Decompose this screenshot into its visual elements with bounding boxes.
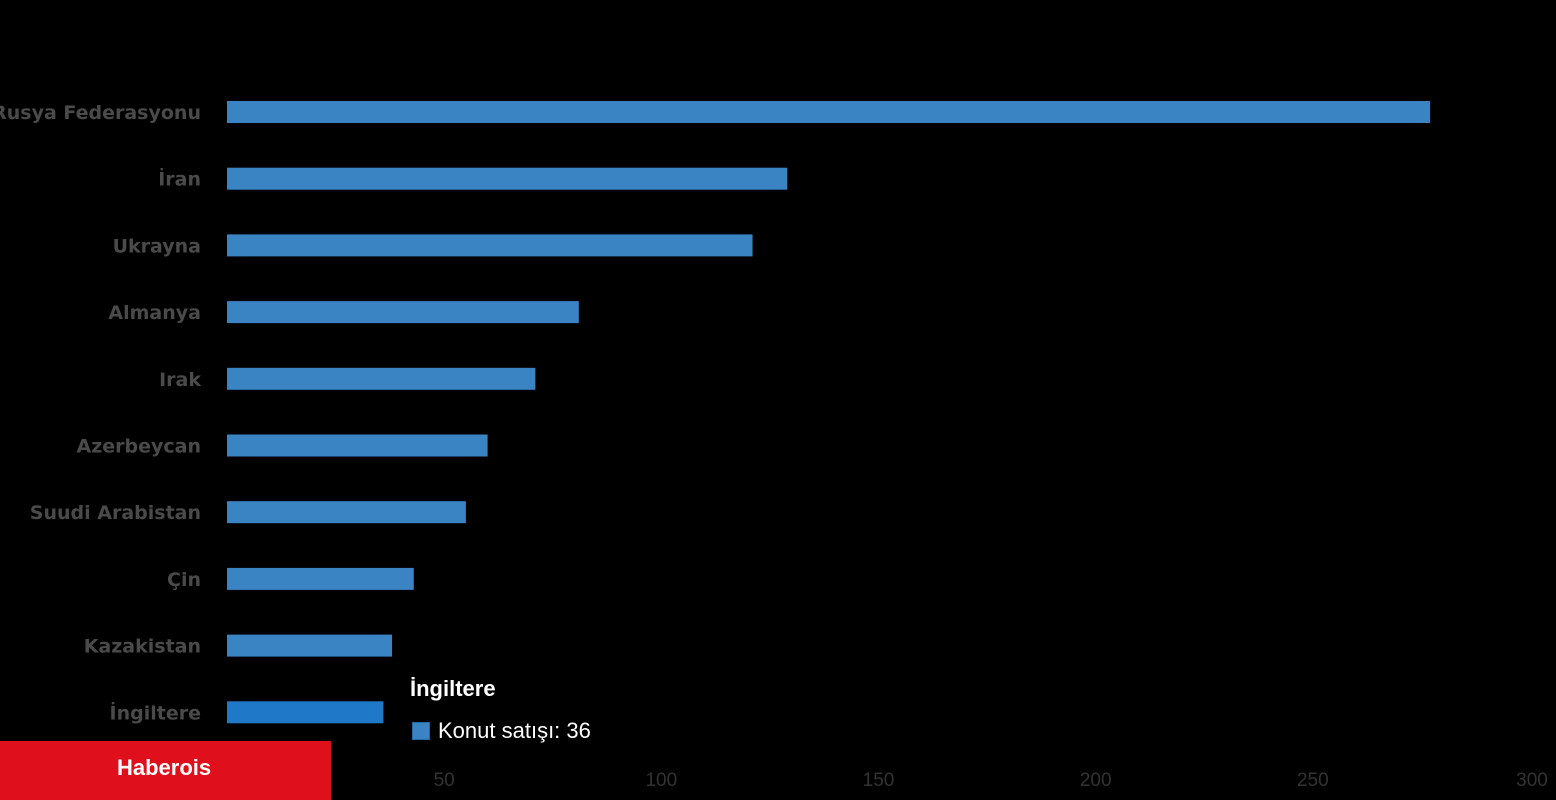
category-label: Kazakistan — [84, 636, 201, 658]
x-tick-label: 250 — [1297, 770, 1329, 791]
bar[interactable] — [227, 167, 788, 190]
bar[interactable] — [227, 367, 536, 390]
bar-tooltip: İngiltere Konut satışı: 36 — [405, 672, 635, 752]
category-label: İran — [158, 167, 201, 191]
bar[interactable] — [227, 434, 488, 457]
watermark-banner: Haberois — [0, 741, 331, 800]
tooltip-value: 36 — [566, 718, 591, 743]
x-tick-label: 150 — [863, 770, 895, 791]
bar[interactable] — [227, 567, 414, 590]
category-label: Almanya — [108, 302, 201, 324]
category-label: Azerbeycan — [76, 436, 201, 458]
bar[interactable] — [227, 501, 466, 524]
tooltip-series-label: Konut satışı: — [438, 718, 567, 743]
category-label: İngiltere — [110, 700, 201, 724]
bar[interactable] — [227, 234, 753, 257]
category-label: Ukrayna — [113, 235, 201, 257]
category-label: Çin — [167, 569, 201, 591]
category-labels: Rusya Federasyonu İran Ukrayna Almanya Irak A… — [0, 102, 201, 724]
tooltip-series-swatch — [412, 722, 430, 740]
x-tick-label: 300 — [1516, 770, 1548, 791]
bar[interactable] — [227, 301, 579, 324]
bars-group — [227, 101, 1431, 724]
x-tick-label: 200 — [1080, 770, 1112, 791]
bar[interactable] — [227, 634, 393, 657]
category-label: Suudi Arabistan — [30, 502, 201, 524]
tooltip-series-line: Konut satışı: 36 — [438, 718, 591, 744]
bar[interactable] — [227, 101, 1431, 123]
category-label: Irak — [159, 369, 201, 391]
x-tick-label: 100 — [645, 770, 677, 791]
bar[interactable] — [227, 701, 384, 724]
x-tick-label: 50 — [434, 770, 455, 791]
watermark-text: Haberois — [117, 755, 212, 780]
tooltip-title: İngiltere — [410, 676, 496, 701]
category-label: Rusya Federasyonu — [0, 102, 201, 124]
x-axis-ticks: 050100150200250300 — [222, 770, 1548, 791]
